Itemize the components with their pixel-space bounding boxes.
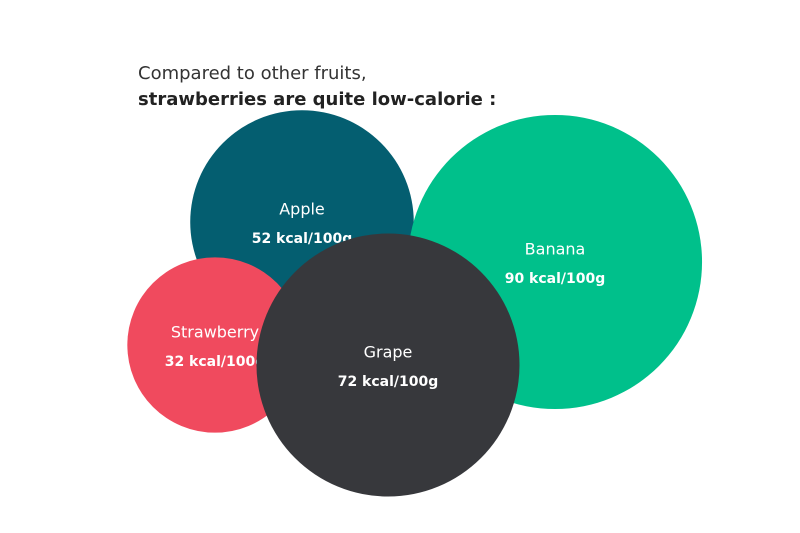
bubble-label: Banana	[525, 240, 586, 259]
value-label: 72 kcal/100g	[338, 374, 439, 390]
bubble	[256, 233, 520, 497]
bubble-label: Strawberry	[171, 323, 259, 342]
chart-title: Compared to other fruits,	[138, 63, 367, 84]
value-label: 52 kcal/100g	[252, 231, 353, 247]
chart-subtitle: strawberries are quite low-calorie :	[138, 89, 496, 110]
value-label: 90 kcal/100g	[505, 271, 606, 287]
bubble-label: Grape	[364, 343, 413, 362]
value-label: 32 kcal/100g	[165, 354, 266, 370]
bubble-label: Apple	[279, 200, 325, 219]
